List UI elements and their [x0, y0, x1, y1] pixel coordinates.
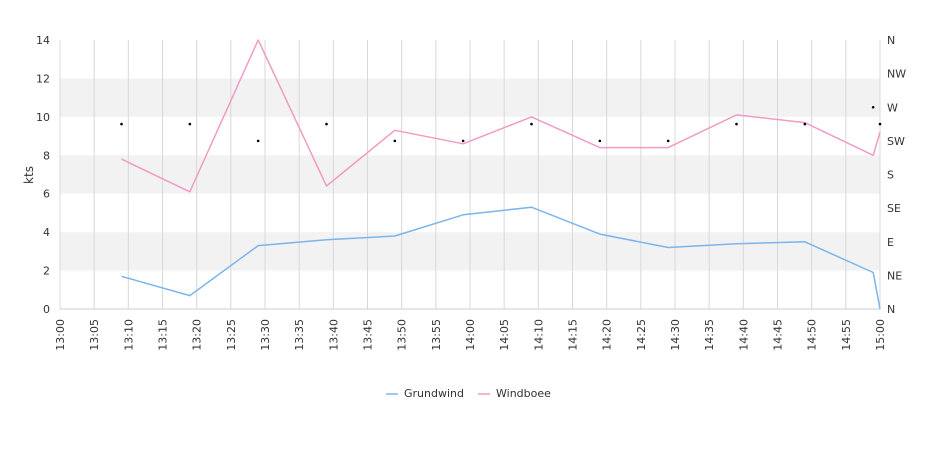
y-tick-label: 2 — [43, 265, 50, 278]
direction-marker[interactable] — [871, 105, 875, 109]
direction-tick-label: NW — [887, 68, 906, 81]
direction-marker[interactable] — [325, 122, 328, 126]
legend-item-windboee[interactable]: Windboee — [478, 387, 551, 400]
x-tick-label: 13:50 — [396, 319, 409, 351]
x-tick-label: 14:30 — [669, 319, 682, 351]
direction-tick-label: S — [887, 169, 894, 182]
direction-marker[interactable] — [530, 122, 533, 126]
x-tick-label: 13:35 — [293, 319, 306, 351]
direction-marker[interactable] — [598, 139, 602, 143]
y-axis-tick-labels: 0 2 4 6 8 10 12 14 — [36, 34, 50, 316]
direction-marker[interactable] — [256, 139, 260, 143]
series-lines — [121, 39, 881, 310]
x-tick-label: 13:25 — [225, 319, 238, 351]
y-tick-label: 14 — [36, 34, 50, 47]
x-tick-label: 14:55 — [840, 319, 853, 351]
x-tick-label: 14:35 — [703, 319, 716, 351]
direction-tick-label: E — [887, 236, 894, 249]
y-tick-label: 6 — [43, 188, 50, 201]
y-tick-label: 12 — [36, 72, 50, 85]
legend-item-grundwind[interactable]: Grundwind — [386, 387, 464, 400]
x-tick-label: 14:10 — [532, 319, 545, 351]
x-axis-tick-labels: 13:00 13:05 13:10 13:15 13:20 13:25 13:30 13:35… — [54, 319, 887, 351]
direction-tick-label: N — [887, 303, 895, 316]
x-tick-label: 13:00 — [54, 319, 67, 351]
x-tick-label: 14:20 — [601, 319, 614, 351]
x-tick-label: 14:50 — [806, 319, 819, 351]
direction-tick-label: SW — [887, 135, 905, 148]
direction-axis-tick-labels: N NE E SE S SW W NW N — [887, 34, 906, 316]
series-line-grundwind[interactable] — [121, 206, 881, 310]
series-line-windboee[interactable] — [121, 39, 881, 193]
y-tick-label: 0 — [43, 303, 50, 316]
y-tick-label: 4 — [43, 226, 50, 239]
legend[interactable]: Grundwind Windboee — [386, 387, 551, 400]
legend-label: Grundwind — [404, 387, 464, 400]
direction-marker[interactable] — [461, 139, 465, 143]
direction-marker[interactable] — [735, 122, 738, 126]
x-tick-label: 14:00 — [464, 319, 477, 351]
direction-marker[interactable] — [878, 122, 882, 126]
direction-marker[interactable] — [803, 122, 807, 126]
direction-marker[interactable] — [120, 122, 123, 126]
x-tick-label: 14:05 — [498, 319, 511, 351]
x-tick-label: 14:40 — [737, 319, 750, 351]
direction-marker[interactable] — [393, 139, 397, 143]
x-tick-label: 13:10 — [122, 319, 135, 351]
x-tick-label: 13:20 — [191, 319, 204, 351]
direction-marker[interactable] — [666, 139, 670, 143]
x-tick-label: 13:55 — [430, 319, 443, 351]
direction-tick-label: NE — [887, 269, 902, 282]
y-tick-label: 8 — [43, 149, 50, 162]
x-tick-label: 13:45 — [362, 319, 375, 351]
x-tick-label: 13:15 — [157, 319, 170, 351]
x-tick-label: 14:45 — [772, 319, 785, 351]
y-axis-title: kts — [22, 166, 36, 184]
x-tick-label: 14:25 — [635, 319, 648, 351]
direction-markers — [120, 105, 882, 143]
vertical-gridlines — [59, 40, 881, 309]
y-tick-label: 10 — [36, 111, 50, 124]
direction-marker[interactable] — [188, 122, 192, 126]
x-tick-label: 15:00 — [874, 319, 887, 351]
direction-tick-label: SE — [887, 202, 901, 215]
x-tick-label: 13:40 — [327, 319, 340, 351]
direction-tick-label: N — [887, 34, 895, 47]
x-tick-label: 13:05 — [88, 319, 101, 351]
x-tick-label: 14:15 — [567, 319, 580, 351]
x-tick-label: 13:30 — [259, 319, 272, 351]
legend-label: Windboee — [496, 387, 551, 400]
direction-tick-label: W — [887, 101, 898, 114]
